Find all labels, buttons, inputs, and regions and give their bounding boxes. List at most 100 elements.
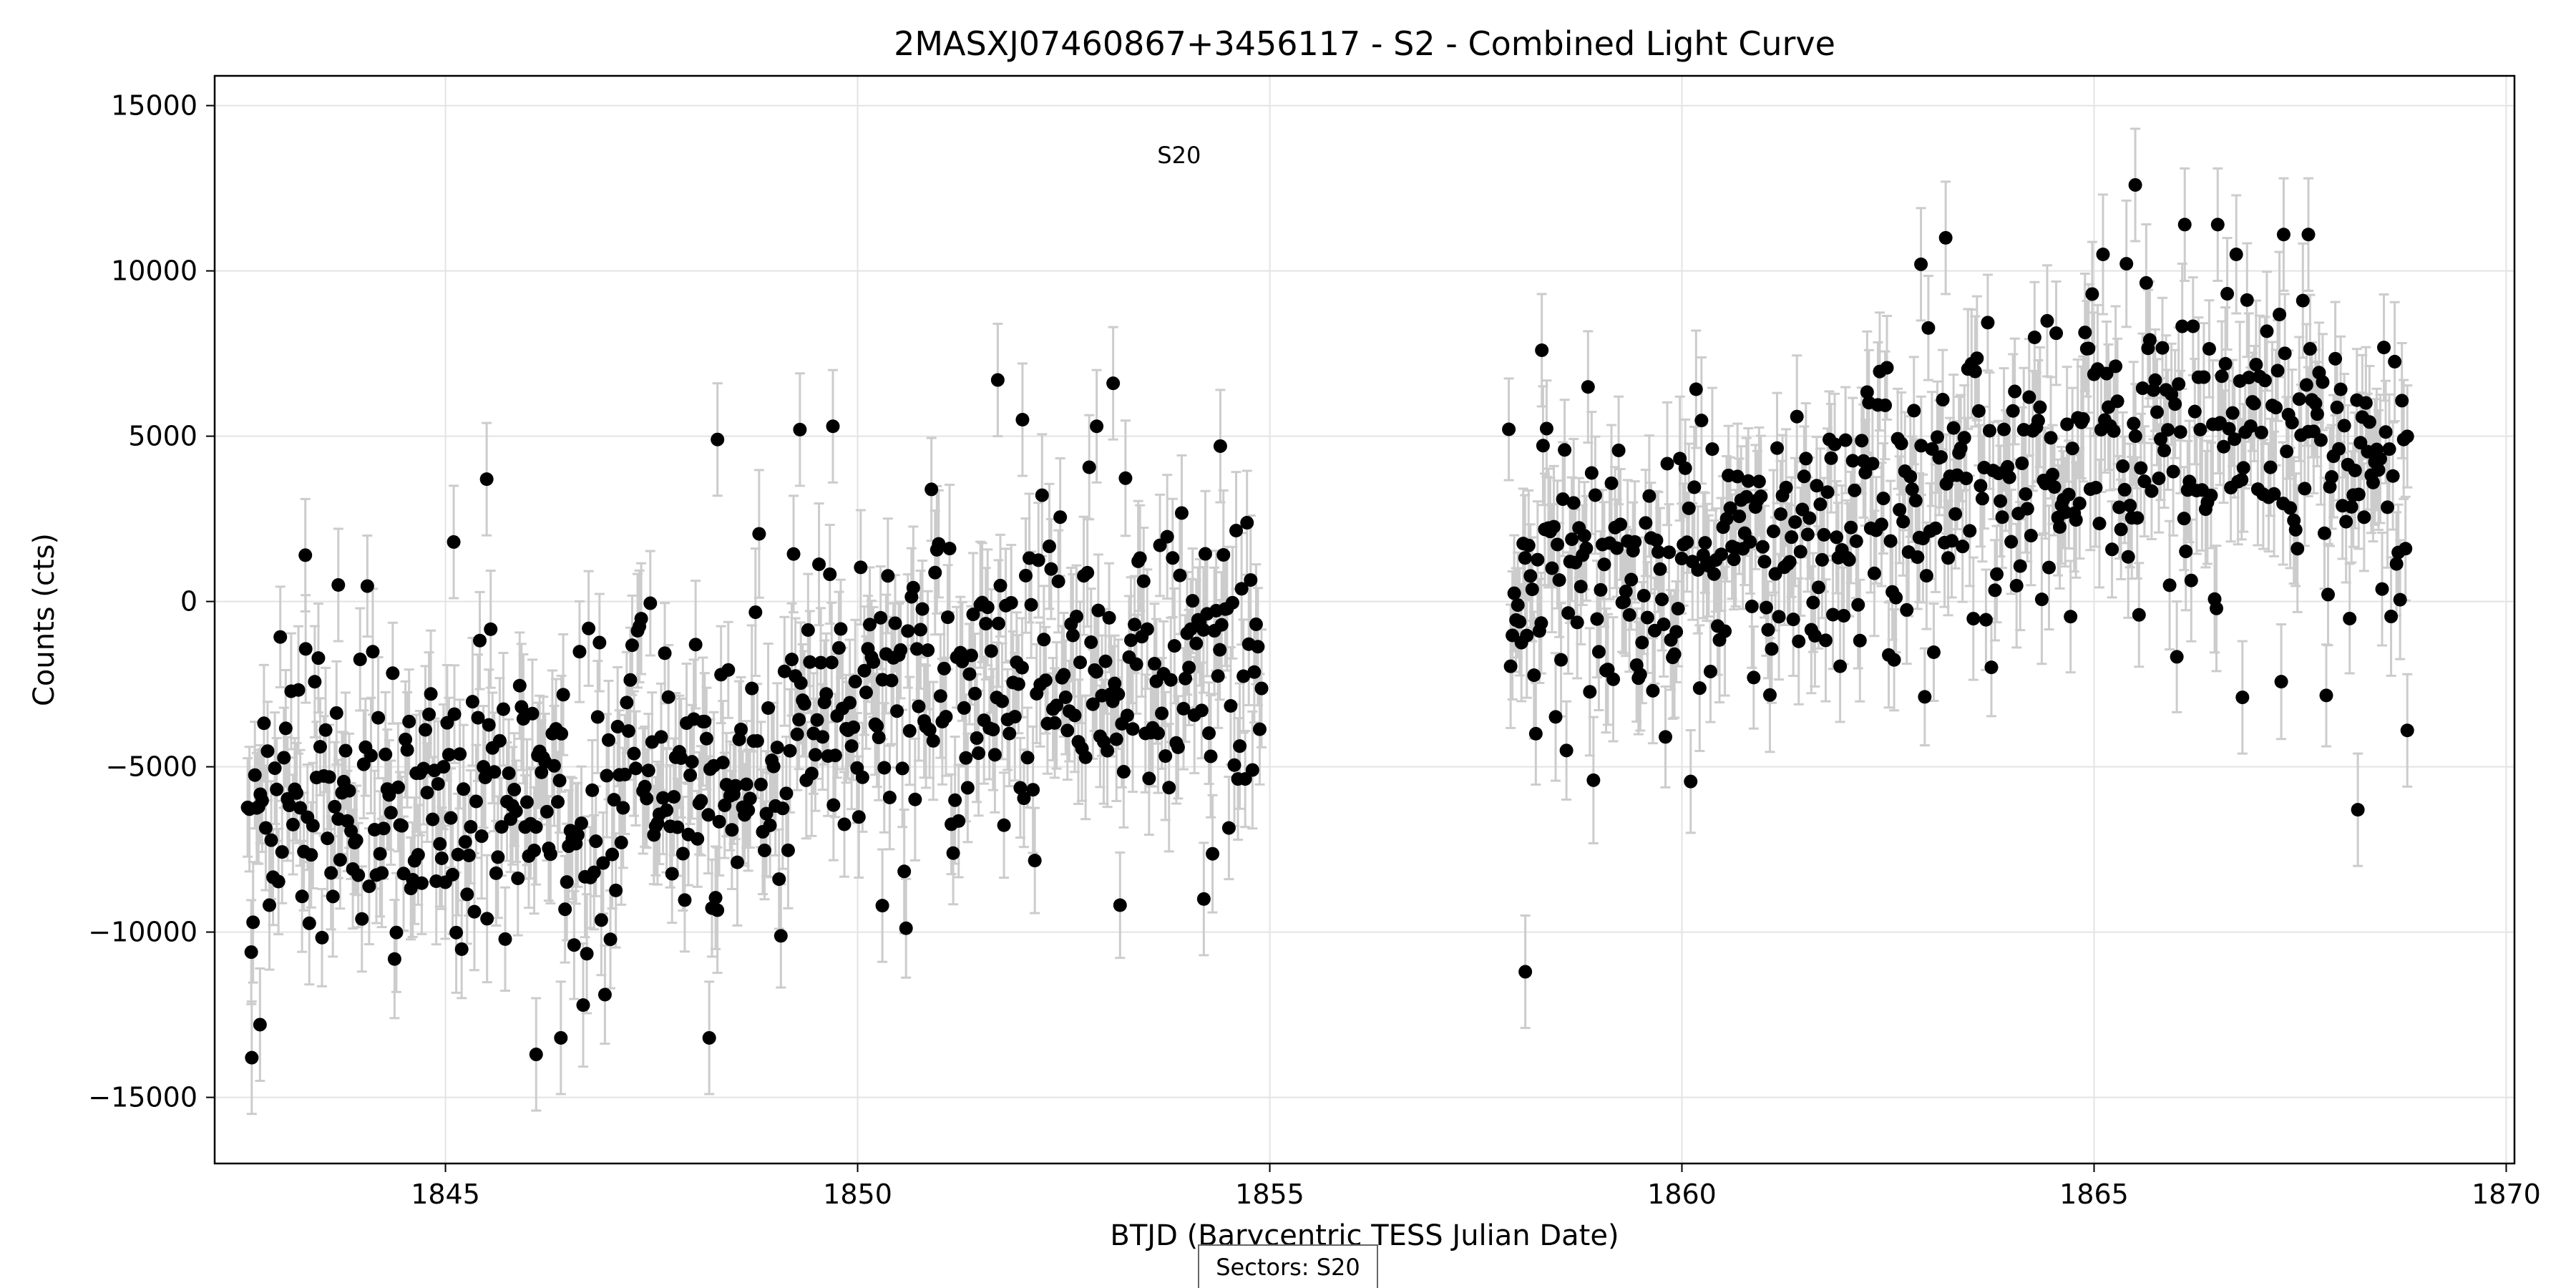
data-point	[1788, 515, 1802, 530]
data-point	[447, 535, 461, 549]
data-point	[1705, 442, 1719, 457]
data-point	[1811, 580, 1825, 595]
data-point	[607, 793, 621, 807]
data-point	[418, 723, 432, 737]
data-point	[1997, 422, 2011, 436]
data-point	[1058, 690, 1073, 704]
data-point	[597, 987, 612, 1002]
data-point	[2228, 432, 2242, 447]
data-point	[702, 1030, 716, 1045]
data-point	[552, 774, 567, 788]
data-point	[589, 834, 603, 849]
data-point	[460, 887, 474, 902]
data-point	[1020, 751, 1035, 765]
data-point	[286, 817, 300, 831]
data-point	[1513, 615, 1527, 629]
data-point	[757, 843, 771, 857]
data-point	[643, 596, 658, 610]
data-point	[1810, 479, 1824, 493]
y-tick-label: −5000	[105, 751, 197, 783]
data-point	[1213, 439, 1227, 453]
data-point	[1799, 452, 1813, 466]
data-point	[940, 610, 955, 625]
data-point	[449, 925, 464, 940]
data-point	[852, 810, 866, 824]
data-point	[1229, 524, 1244, 538]
data-point	[1970, 351, 1984, 366]
data-point	[384, 806, 398, 820]
data-point	[2351, 487, 2366, 502]
data-point	[766, 759, 781, 774]
data-point	[2308, 396, 2323, 411]
data-point	[2053, 520, 2067, 535]
data-point	[322, 770, 336, 784]
data-point	[670, 820, 685, 834]
data-point	[1251, 640, 1265, 654]
data-point	[661, 690, 675, 704]
data-point	[302, 916, 316, 930]
data-point	[1682, 501, 1696, 515]
data-point	[603, 932, 618, 947]
data-point	[1147, 656, 1161, 670]
data-point	[1026, 783, 1040, 797]
data-point	[321, 831, 335, 846]
data-point	[2089, 480, 2103, 494]
data-point	[1015, 660, 1029, 675]
data-point	[318, 723, 333, 737]
data-point	[1813, 497, 1828, 512]
data-point	[1158, 749, 1173, 763]
data-point	[2154, 432, 2168, 447]
data-point	[772, 872, 786, 887]
data-point	[2371, 463, 2386, 477]
data-point	[2316, 375, 2330, 389]
data-point	[1518, 965, 1533, 979]
data-point	[857, 663, 872, 678]
data-point	[1552, 573, 1566, 587]
data-point	[1765, 642, 1779, 656]
data-point	[1502, 422, 1516, 436]
data-point	[1707, 567, 1721, 581]
data-point	[576, 998, 590, 1013]
data-point	[2046, 467, 2060, 482]
data-point	[1837, 609, 1851, 623]
data-point	[1714, 547, 1729, 562]
data-point	[1586, 773, 1601, 787]
data-point	[2112, 500, 2127, 514]
data-point	[1802, 511, 1817, 525]
data-point	[792, 713, 806, 727]
x-tick-label: 1855	[1235, 1179, 1304, 1210]
data-point	[502, 766, 516, 781]
data-point	[489, 866, 503, 880]
data-point	[1535, 343, 1549, 357]
data-point	[874, 610, 888, 625]
data-point	[783, 743, 797, 758]
data-point	[2170, 650, 2184, 664]
data-point	[1015, 412, 1030, 426]
data-point	[921, 643, 935, 658]
data-point	[1588, 488, 1602, 502]
data-point	[1874, 517, 1888, 532]
data-point	[1894, 436, 1908, 451]
data-point	[1896, 514, 1911, 529]
data-point	[912, 699, 926, 713]
data-point	[306, 819, 320, 833]
data-point	[248, 768, 262, 782]
data-point	[1196, 623, 1211, 637]
data-point	[2393, 592, 2407, 607]
data-point	[834, 622, 848, 636]
data-point	[2004, 535, 2019, 549]
data-point	[1594, 582, 1608, 597]
data-point	[2092, 517, 2107, 531]
data-point	[1163, 673, 1178, 687]
data-point	[1214, 618, 1229, 632]
data-point	[759, 806, 774, 821]
data-point	[623, 673, 638, 687]
data-point	[804, 766, 819, 781]
data-point	[2247, 396, 2261, 411]
data-point	[328, 799, 342, 814]
data-point	[776, 801, 790, 816]
data-point	[1196, 892, 1211, 906]
data-point	[812, 557, 826, 572]
data-point	[1539, 421, 1553, 436]
data-point	[2388, 354, 2402, 369]
